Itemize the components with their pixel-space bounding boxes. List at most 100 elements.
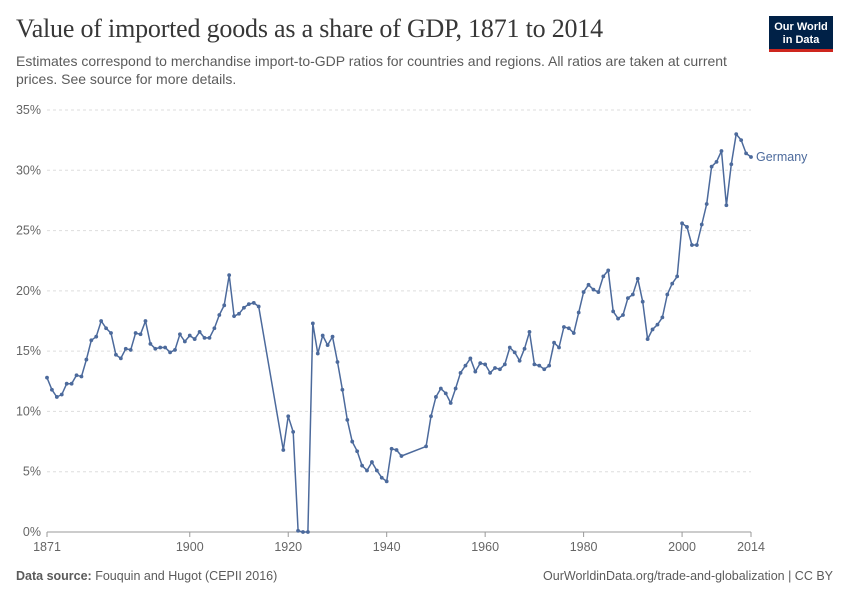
data-point[interactable] xyxy=(246,302,251,307)
data-point[interactable] xyxy=(59,392,64,397)
data-point[interactable] xyxy=(99,319,104,323)
data-point[interactable] xyxy=(345,417,350,422)
data-point[interactable] xyxy=(714,159,719,164)
data-point[interactable] xyxy=(84,357,89,362)
data-point[interactable] xyxy=(463,363,468,368)
data-point[interactable] xyxy=(143,319,148,323)
data-point[interactable] xyxy=(89,338,94,343)
data-point[interactable] xyxy=(291,430,296,434)
data-point[interactable] xyxy=(168,350,172,355)
data-point[interactable] xyxy=(611,309,616,314)
data-point[interactable] xyxy=(650,327,655,332)
data-point[interactable] xyxy=(79,374,84,379)
data-point[interactable] xyxy=(389,446,394,451)
data-point[interactable] xyxy=(45,375,49,380)
data-point[interactable] xyxy=(739,138,744,143)
data-point[interactable] xyxy=(128,348,133,352)
data-point[interactable] xyxy=(118,356,123,361)
data-point[interactable] xyxy=(448,401,453,405)
data-point[interactable] xyxy=(173,348,177,352)
data-point[interactable] xyxy=(192,337,197,341)
data-point[interactable] xyxy=(237,311,241,316)
data-point[interactable] xyxy=(522,346,527,351)
data-point[interactable] xyxy=(719,149,724,153)
data-point[interactable] xyxy=(379,475,384,480)
data-point[interactable] xyxy=(281,448,286,452)
data-point[interactable] xyxy=(163,345,168,350)
data-point[interactable] xyxy=(74,373,79,378)
data-point[interactable] xyxy=(729,162,734,167)
data-point[interactable] xyxy=(64,381,69,386)
data-point[interactable] xyxy=(227,273,232,278)
data-point[interactable] xyxy=(749,155,753,159)
data-point[interactable] xyxy=(94,334,99,339)
data-point[interactable] xyxy=(581,290,586,294)
data-point[interactable] xyxy=(601,274,606,279)
data-point[interactable] xyxy=(507,345,512,350)
data-point[interactable] xyxy=(69,381,74,386)
data-point[interactable] xyxy=(576,310,581,315)
series-line[interactable] xyxy=(46,133,752,533)
data-point[interactable] xyxy=(424,444,428,449)
data-point[interactable] xyxy=(517,358,522,363)
data-point[interactable] xyxy=(54,395,59,399)
data-point[interactable] xyxy=(123,346,128,351)
data-point[interactable] xyxy=(512,350,517,355)
data-point[interactable] xyxy=(478,361,483,366)
data-point[interactable] xyxy=(685,225,689,229)
data-point[interactable] xyxy=(360,463,364,468)
data-point[interactable] xyxy=(660,315,665,320)
data-point[interactable] xyxy=(330,334,335,339)
data-point[interactable] xyxy=(453,386,458,391)
data-point[interactable] xyxy=(694,243,699,247)
data-point[interactable] xyxy=(724,203,729,208)
data-point[interactable] xyxy=(586,282,591,287)
data-point[interactable] xyxy=(493,366,497,370)
data-point[interactable] xyxy=(527,329,532,334)
data-point[interactable] xyxy=(542,367,547,372)
data-point[interactable] xyxy=(365,468,369,473)
data-point[interactable] xyxy=(202,335,207,340)
data-point[interactable] xyxy=(596,290,601,294)
data-point[interactable] xyxy=(537,363,542,368)
data-point[interactable] xyxy=(104,326,108,331)
data-point[interactable] xyxy=(182,339,187,344)
data-point[interactable] xyxy=(443,391,448,396)
data-point[interactable] xyxy=(296,528,300,533)
data-point[interactable] xyxy=(502,362,507,367)
data-point[interactable] xyxy=(488,370,492,375)
data-point[interactable] xyxy=(468,356,473,361)
data-point[interactable] xyxy=(699,222,704,227)
data-point[interactable] xyxy=(591,287,596,292)
data-point[interactable] xyxy=(675,274,680,279)
data-point[interactable] xyxy=(325,343,330,348)
data-point[interactable] xyxy=(473,369,478,374)
data-point[interactable] xyxy=(310,321,315,326)
data-point[interactable] xyxy=(138,332,143,337)
data-point[interactable] xyxy=(158,345,163,350)
data-point[interactable] xyxy=(320,333,325,338)
data-point[interactable] xyxy=(370,460,374,464)
data-point[interactable] xyxy=(709,164,714,169)
data-point[interactable] xyxy=(178,332,182,337)
data-point[interactable] xyxy=(384,479,389,484)
data-point[interactable] xyxy=(532,362,537,367)
data-point[interactable] xyxy=(635,276,640,281)
data-point[interactable] xyxy=(222,303,227,308)
data-point[interactable] xyxy=(438,386,443,391)
data-point[interactable] xyxy=(680,221,684,226)
data-point[interactable] xyxy=(562,325,566,329)
data-point[interactable] xyxy=(734,132,739,137)
data-point[interactable] xyxy=(256,304,261,309)
data-point[interactable] xyxy=(232,314,236,319)
data-point[interactable] xyxy=(498,367,502,372)
data-point[interactable] xyxy=(148,342,153,346)
data-point[interactable] xyxy=(640,299,645,304)
data-point[interactable] xyxy=(645,337,650,341)
data-point[interactable] xyxy=(621,313,625,317)
data-point[interactable] xyxy=(626,296,630,300)
data-point[interactable] xyxy=(374,468,379,473)
data-point[interactable] xyxy=(207,335,212,340)
data-point[interactable] xyxy=(429,414,433,419)
data-point[interactable] xyxy=(606,268,611,273)
